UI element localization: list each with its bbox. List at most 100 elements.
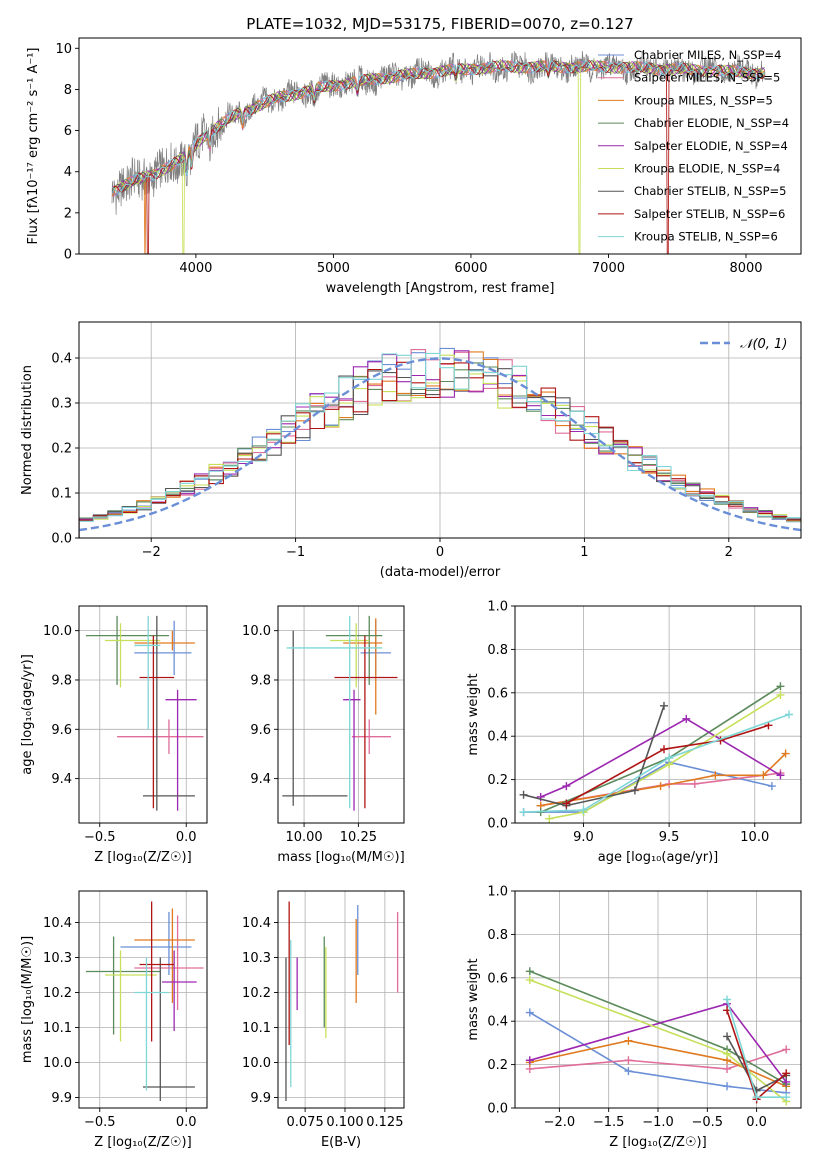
weight_vs_age-point-marker-1-2 bbox=[690, 779, 699, 788]
spectrum-axes: 4000 5000 6000 7000 8000 0 2 4 6 8 10 wavelength [A… bbox=[26, 37, 802, 296]
age_vs_Z-errorbar-3 bbox=[85, 615, 169, 685]
age_vs_mass-xlabel: mass [log₁₀(M/M☉)] bbox=[277, 850, 404, 865]
age_vs_Z-errorbar-8 bbox=[134, 615, 161, 730]
spectrum-legend: Chabrier MILES, N_SSP=4 Salpeter MILES, N… bbox=[598, 48, 789, 244]
weight_vs_age-point-marker-2-2 bbox=[711, 771, 720, 780]
weight_vs_Z-xtick-label-0: −2.0 bbox=[544, 1115, 576, 1130]
weight_vs_Z-series-line-1 bbox=[529, 1048, 787, 1070]
residuals-ytick-label-0: 0.0 bbox=[51, 532, 72, 547]
weight_vs_age-ytick-label-2: 0.4 bbox=[487, 730, 508, 745]
weight_vs_age-point-marker-7-0 bbox=[562, 799, 571, 808]
weight_vs_age-point-marker-4-2 bbox=[682, 714, 691, 723]
mass_vs_Z-ytick-label-1: 10.0 bbox=[43, 1056, 72, 1071]
spectrum-xtick-label-1: 5000 bbox=[317, 261, 350, 276]
weight_vs_age-series-line-8 bbox=[523, 713, 790, 813]
weight_vs_age-point-marker-5-0 bbox=[545, 814, 554, 823]
mass_vs_Z-ytick-label-0: 9.9 bbox=[51, 1091, 72, 1106]
residuals-legend: 𝒩(0, 1) bbox=[700, 337, 787, 352]
residuals-legend-label: 𝒩(0, 1) bbox=[740, 337, 787, 352]
spectrum-legend-label-8: Kroupa STELIB, N_SSP=6 bbox=[634, 230, 778, 244]
spectrum-legend-label-3: Chabrier ELODIE, N_SSP=4 bbox=[634, 116, 789, 130]
spectrum-model-line-7 bbox=[111, 60, 766, 254]
age_vs_mass-frame bbox=[277, 605, 405, 824]
age_vs_Z-panel: −0.5 0.0 9.4 9.6 9.8 10.0 Z [log₁₀(Z/Z☉)] age [… bbox=[20, 605, 208, 865]
weight_vs_Z-point-marker-5-1 bbox=[723, 1049, 732, 1058]
mass_vs_ebv-ytick-label-1: 10.0 bbox=[242, 1056, 271, 1071]
mass_vs_ebv-axes: 0.075 0.100 0.125 9.9 10.0 10.1 10.2 10.3 10.4 E(… bbox=[242, 890, 405, 1150]
weight_vs_Z-ytick-label-0: 0.0 bbox=[487, 1102, 508, 1117]
weight_vs_Z-ytick-label-2: 0.4 bbox=[487, 1015, 508, 1030]
residuals-ylabel: Normed distribution bbox=[20, 365, 35, 495]
spectrum-data-line bbox=[111, 50, 766, 215]
mass_vs_Z-ytick-label-2: 10.1 bbox=[43, 1021, 72, 1036]
weight_vs_age-point-marker-3-2 bbox=[776, 682, 785, 691]
age_vs_Z-errorbar-1 bbox=[117, 719, 204, 754]
weight_vs_Z-point-marker-8-0 bbox=[723, 995, 732, 1004]
weight_vs_age-ytick-label-3: 0.6 bbox=[487, 686, 508, 701]
weight_vs_Z-point-marker-8-2 bbox=[782, 1093, 791, 1102]
spectrum-legend-label-1: Salpeter MILES, N_SSP=5 bbox=[634, 71, 780, 85]
age_vs_Z-errorbar-7 bbox=[139, 635, 175, 809]
weight_vs_Z-point-marker-5-0 bbox=[525, 975, 534, 984]
residuals-xtick-label-1: −1 bbox=[286, 545, 305, 560]
spectrum-plot-area bbox=[111, 50, 766, 254]
weight_vs_age-ylabel: mass weight bbox=[466, 673, 481, 755]
weight_vs_Z-panel: −2.0 −1.5 −1.0 −0.5 0.0 0.0 0.2 0.4 0.6 0.8 1.0 Z [… bbox=[466, 885, 802, 1150]
age_vs_Z-errorbar-5 bbox=[104, 623, 161, 688]
weight_vs_age-point-marker-8-0 bbox=[519, 808, 528, 817]
residuals-xtick-label-3: 1 bbox=[580, 545, 588, 560]
age_vs_Z-errorbar-6 bbox=[143, 615, 195, 811]
spectrum-legend-label-0: Chabrier MILES, N_SSP=4 bbox=[634, 48, 781, 62]
mass_vs_ebv-panel: 0.075 0.100 0.125 9.9 10.0 10.1 10.2 10.3 10.4 E(… bbox=[242, 890, 405, 1150]
mass_vs_Z-errorbar-3 bbox=[85, 936, 161, 1035]
weight_vs_Z-point-marker-0-0 bbox=[525, 1008, 534, 1017]
spectrum-ytick-label-1: 2 bbox=[64, 206, 72, 221]
mass_vs_ebv-ytick-label-4: 10.3 bbox=[242, 951, 271, 966]
residuals-ytick-label-3: 0.3 bbox=[51, 397, 72, 412]
weight_vs_age-point-marker-8-3 bbox=[785, 710, 794, 719]
mass_vs_Z-axes: −0.5 0.0 9.9 10.0 10.1 10.2 10.3 10.4 Z [log₁₀(Z… bbox=[20, 890, 208, 1150]
mass_vs_Z-xtick-label-1: 0.0 bbox=[176, 1115, 197, 1130]
age_vs_Z-ytick-label-2: 9.8 bbox=[51, 673, 72, 688]
spectrum-ytick-label-4: 8 bbox=[64, 83, 72, 98]
age_vs_Z-ytick-label-3: 10.0 bbox=[43, 624, 72, 639]
mass_vs_ebv-xlabel: E(B-V) bbox=[321, 1135, 361, 1150]
spectrum-xtick-label-0: 4000 bbox=[179, 261, 212, 276]
weight_vs_age-point-marker-6-3 bbox=[659, 701, 668, 710]
age_vs_Z-ytick-label-0: 9.4 bbox=[51, 772, 72, 787]
mass_vs_ebv-xtick-label-0: 0.075 bbox=[287, 1115, 324, 1130]
residuals-xtick-label-4: 2 bbox=[725, 545, 733, 560]
weight_vs_age-point-marker-2-4 bbox=[781, 749, 790, 758]
spectrum-model-line-3 bbox=[111, 60, 765, 192]
weight_vs_Z-xlabel: Z [log₁₀(Z/Z☉)] bbox=[609, 1135, 706, 1150]
spectrum-model-line-5 bbox=[111, 60, 766, 254]
weight_vs_age-point-marker-8-1 bbox=[579, 805, 588, 814]
residuals-axes: −2 −1 0 1 2 0.0 0.1 0.2 0.3 0.4 (data-model)/error… bbox=[20, 321, 802, 580]
weight_vs_Z-series-line-2 bbox=[529, 1039, 787, 1088]
age_vs_mass-xtick-label-1: 10.25 bbox=[340, 830, 377, 845]
weight_vs_age-plot-area bbox=[519, 682, 794, 823]
weight_vs_Z-point-marker-7-2 bbox=[782, 1069, 791, 1078]
weight_vs_Z-xtick-label-4: 0.0 bbox=[746, 1115, 767, 1130]
mass_vs_Z-panel: −0.5 0.0 9.9 10.0 10.1 10.2 10.3 10.4 Z [log₁₀(Z… bbox=[20, 890, 208, 1150]
weight_vs_age-series-line-0 bbox=[523, 761, 773, 813]
weight_vs_Z-xtick-label-2: −1.0 bbox=[642, 1115, 674, 1130]
spectrum-legend-label-5: Kroupa ELODIE, N_SSP=4 bbox=[634, 162, 780, 176]
age_vs_Z-xtick-label-1: 0.0 bbox=[176, 830, 197, 845]
weight_vs_Z-ytick-label-4: 0.8 bbox=[487, 928, 508, 943]
weight_vs_age-point-marker-4-3 bbox=[776, 771, 785, 780]
weight_vs_Z-ytick-label-3: 0.6 bbox=[487, 971, 508, 986]
weight_vs_age-series-line-6 bbox=[523, 705, 665, 807]
mass_vs_ebv-xtick-label-2: 0.125 bbox=[366, 1115, 403, 1130]
age_vs_Z-xtick-label-0: −0.5 bbox=[84, 830, 116, 845]
mass_vs_ebv-ytick-label-2: 10.1 bbox=[242, 1021, 271, 1036]
age_vs_Z-frame bbox=[78, 605, 208, 824]
weight_vs_age-xlabel: age [log₁₀(age/yr)] bbox=[598, 850, 719, 865]
mass_vs_Z-xlabel: Z [log₁₀(Z/Z☉)] bbox=[94, 1135, 191, 1150]
weight_vs_Z-point-marker-3-0 bbox=[525, 967, 534, 976]
weight_vs_age-ytick-label-1: 0.2 bbox=[487, 773, 508, 788]
weight_vs_age-ytick-label-4: 0.8 bbox=[487, 643, 508, 658]
weight_vs_Z-xtick-label-1: −1.5 bbox=[593, 1115, 625, 1130]
residuals-ytick-label-1: 0.1 bbox=[51, 487, 72, 502]
